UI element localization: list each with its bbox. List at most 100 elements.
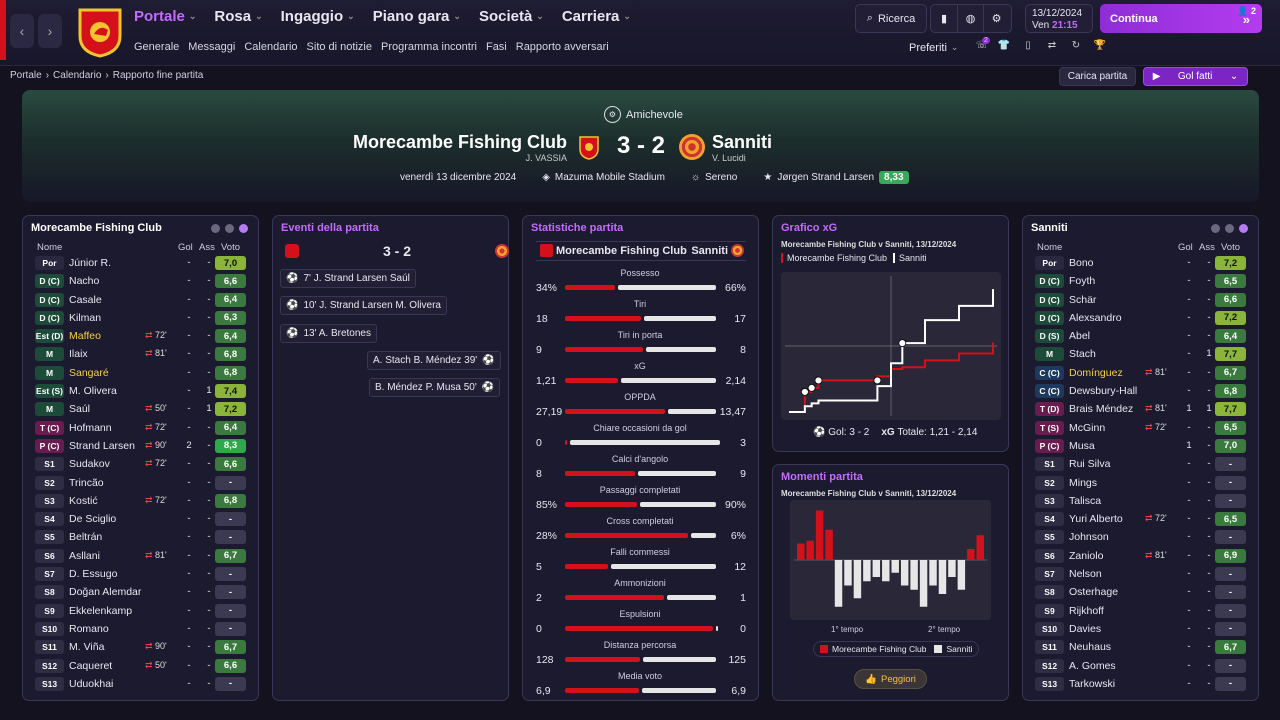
- player-name[interactable]: Saúl: [69, 403, 91, 416]
- submenu-item[interactable]: Rapporto avversari: [515, 41, 609, 53]
- globe-icon[interactable]: ◍: [957, 5, 983, 32]
- table-row[interactable]: C (C) Domínguez ⇄ 81' - -6,7: [1029, 364, 1253, 382]
- xg-chart[interactable]: [781, 272, 1001, 420]
- event-item[interactable]: ⚽ 7' J. Strand Larsen Saúl: [280, 269, 416, 288]
- table-row[interactable]: M Saúl ⇄ 50' - 1 7,2: [29, 400, 253, 418]
- table-row[interactable]: S2 Mings - - -: [1029, 474, 1253, 492]
- table-row[interactable]: S7 D. Essugo - - -: [29, 565, 253, 583]
- table-row[interactable]: S1 Sudakov ⇄ 72' - -6,6: [29, 455, 253, 473]
- table-row[interactable]: S1 Rui Silva - - -: [1029, 455, 1253, 473]
- club-crest-icon[interactable]: [76, 6, 124, 58]
- event-item[interactable]: ⚽ 13' A. Bretones: [280, 324, 377, 343]
- table-row[interactable]: D (S) Abel - -6,4: [1029, 327, 1253, 345]
- table-row[interactable]: D (C) Casale - -6,4: [29, 291, 253, 309]
- search-button[interactable]: ⌕ Ricerca: [855, 4, 927, 33]
- player-name[interactable]: Kostić: [69, 494, 98, 507]
- player-name[interactable]: Nelson: [1069, 568, 1102, 581]
- player-name[interactable]: Stach: [1069, 348, 1096, 361]
- home-team-name[interactable]: Morecambe Fishing Club: [352, 132, 567, 152]
- refresh-icon[interactable]: ↻: [1071, 40, 1081, 51]
- menu-piano-gara[interactable]: Piano gara ⌄: [373, 8, 461, 25]
- away-coach[interactable]: V. Lucidi: [712, 153, 746, 163]
- notification-icon[interactable]: ☏ 2: [975, 37, 990, 51]
- player-name[interactable]: Caqueret: [69, 659, 113, 672]
- player-of-match[interactable]: ★ Jørgen Strand Larsen 8,33: [763, 171, 909, 184]
- bookmark-icon[interactable]: ▮: [940, 13, 948, 25]
- load-match-button[interactable]: Carica partita: [1059, 67, 1136, 86]
- moments-chart[interactable]: [790, 500, 991, 620]
- player-name[interactable]: De Sciglio: [69, 513, 117, 526]
- player-name[interactable]: Rui Silva: [1069, 458, 1111, 471]
- player-name[interactable]: M. Olivera: [69, 385, 117, 398]
- table-row[interactable]: S10 Romano - - -: [29, 620, 253, 638]
- player-name[interactable]: Hofmann: [69, 421, 112, 434]
- table-row[interactable]: S5 Beltrán - - -: [29, 528, 253, 546]
- player-name[interactable]: M. Viña: [69, 641, 105, 654]
- submenu-item[interactable]: Calendario: [244, 41, 298, 53]
- table-row[interactable]: Por Bono - -7,2: [1029, 254, 1253, 272]
- player-name[interactable]: Maffeo: [69, 330, 101, 343]
- table-row[interactable]: M Ilaix ⇄ 81' - -6,8: [29, 345, 253, 363]
- home-coach[interactable]: J. VASSIA: [525, 153, 567, 163]
- player-name[interactable]: Nacho: [69, 275, 100, 288]
- menu-rosa[interactable]: Rosa ⌄: [214, 8, 262, 25]
- event-item[interactable]: B. Méndez P. Musa 50' ⚽: [369, 378, 501, 397]
- player-name[interactable]: Uduokhai: [69, 677, 114, 690]
- away-team-name[interactable]: Sanniti: [712, 132, 773, 152]
- player-name[interactable]: Foyth: [1069, 275, 1096, 288]
- table-row[interactable]: M Stach - 1 7,7: [1029, 345, 1253, 363]
- player-name[interactable]: Júnior R.: [69, 257, 112, 269]
- goals-dropdown[interactable]: ▶ Gol fatti ⌄: [1143, 67, 1248, 86]
- continue-button[interactable]: Continua 👤 2 »: [1100, 4, 1262, 33]
- transfer-icon[interactable]: ⇄: [1047, 40, 1057, 51]
- table-row[interactable]: S11 Neuhaus - -6,7: [1029, 638, 1253, 656]
- menu-società[interactable]: Società ⌄: [479, 8, 544, 25]
- menu-carriera[interactable]: Carriera ⌄: [562, 8, 631, 25]
- player-name[interactable]: Johnson: [1069, 531, 1109, 544]
- player-name[interactable]: Talisca: [1069, 494, 1102, 507]
- player-name[interactable]: Abel: [1069, 330, 1091, 343]
- trophy-icon[interactable]: 🏆: [1093, 40, 1107, 51]
- player-name[interactable]: Rijkhoff: [1069, 604, 1104, 617]
- player-name[interactable]: Yuri Alberto: [1069, 513, 1123, 526]
- worst-button[interactable]: 👍 Peggiori: [854, 669, 927, 689]
- table-row[interactable]: S8 Doğan Alemdar - - -: [29, 583, 253, 601]
- table-row[interactable]: S13 Uduokhai - - -: [29, 675, 253, 693]
- stadium[interactable]: ◈ Mazuma Mobile Stadium: [542, 172, 665, 183]
- gear-icon[interactable]: ⚙: [983, 5, 1009, 32]
- player-name[interactable]: Ekkelenkamp: [69, 604, 133, 617]
- table-row[interactable]: C (C) Dewsbury-Hall - -6,8: [1029, 382, 1253, 400]
- submenu-item[interactable]: Generale: [134, 41, 180, 53]
- table-row[interactable]: S3 Talisca - - -: [1029, 492, 1253, 510]
- player-name[interactable]: Schär: [1069, 293, 1097, 306]
- table-row[interactable]: S6 Asllani ⇄ 81' - -6,7: [29, 547, 253, 565]
- breadcrumb-item[interactable]: Calendario: [53, 70, 102, 81]
- table-row[interactable]: S6 Zaniolo ⇄ 81' - -6,9: [1029, 547, 1253, 565]
- table-row[interactable]: S3 Kostić ⇄ 72' - -6,8: [29, 492, 253, 510]
- submenu-item[interactable]: Messaggi: [188, 41, 236, 53]
- table-row[interactable]: P (C) Strand Larsen ⇄ 90' 2 -8,3: [29, 437, 253, 455]
- table-row[interactable]: T (C) Hofmann ⇄ 72' - -6,4: [29, 419, 253, 437]
- player-name[interactable]: A. Gomes: [1069, 659, 1116, 672]
- player-name[interactable]: Strand Larsen: [69, 439, 135, 452]
- away-team[interactable]: Sanniti V. Lucidi: [712, 132, 912, 163]
- table-row[interactable]: Por Júnior R. - -7,0: [29, 254, 253, 272]
- table-row[interactable]: T (S) McGinn ⇄ 72' - -6,5: [1029, 419, 1253, 437]
- game-date[interactable]: 13/12/2024 Ven 21:15: [1025, 4, 1093, 33]
- table-row[interactable]: S7 Nelson - - -: [1029, 565, 1253, 583]
- player-name[interactable]: D. Essugo: [69, 568, 118, 581]
- table-row[interactable]: S9 Rijkhoff - - -: [1029, 602, 1253, 620]
- player-name[interactable]: Neuhaus: [1069, 641, 1112, 654]
- submenu-item[interactable]: Sito di notizie: [306, 41, 372, 53]
- favorites-menu[interactable]: Preferiti ⌄: [909, 42, 959, 54]
- submenu-item[interactable]: Programma incontri: [380, 41, 477, 53]
- player-name[interactable]: McGinn: [1069, 421, 1106, 434]
- table-row[interactable]: D (C) Schär - -6,6: [1029, 291, 1253, 309]
- table-row[interactable]: S4 De Sciglio - - -: [29, 510, 253, 528]
- event-item[interactable]: A. Stach B. Méndez 39' ⚽: [367, 351, 501, 370]
- table-row[interactable]: S12 A. Gomes - - -: [1029, 657, 1253, 675]
- table-row[interactable]: Est (S) M. Olivera - 1 7,4: [29, 382, 253, 400]
- player-name[interactable]: Beltrán: [69, 531, 103, 544]
- player-name[interactable]: Dewsbury-Hall: [1069, 385, 1138, 398]
- card-icon[interactable]: ▯: [1025, 40, 1031, 51]
